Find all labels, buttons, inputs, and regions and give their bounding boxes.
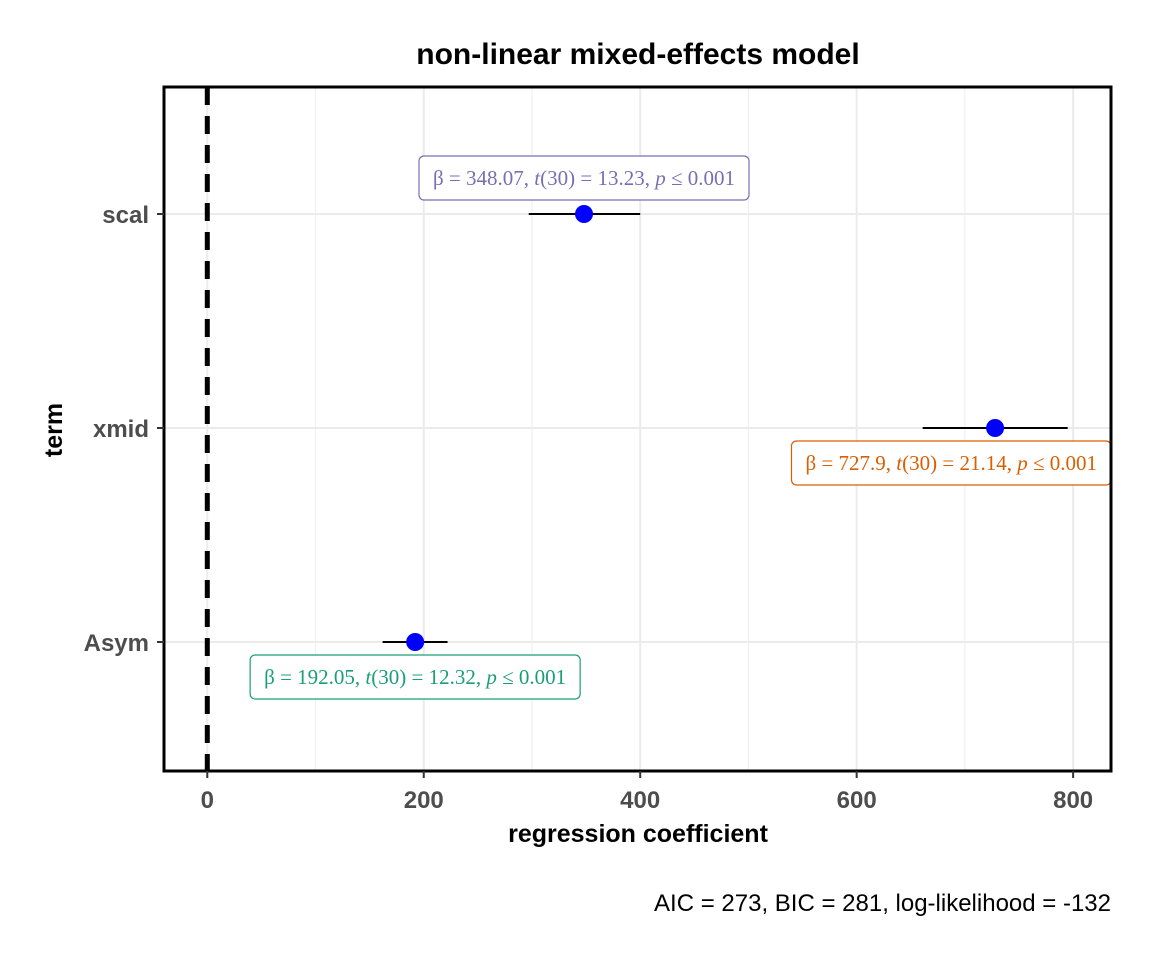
x-tick-label: 600 — [837, 787, 877, 814]
x-axis-title: regression coefficient — [508, 820, 768, 848]
y-tick-label-scal: scal — [102, 202, 149, 229]
y-tick-label-asym: Asym — [84, 630, 149, 657]
x-tick-label: 200 — [404, 787, 444, 814]
annotation-labels: β = 192.05, t(30) = 12.32, p ≤ 0.001 β = … — [249, 155, 1112, 700]
y-axis-title: term — [40, 403, 68, 457]
model-fit-caption: AIC = 273, BIC = 281, log-likelihood = -… — [654, 890, 1111, 917]
x-tick-label: 400 — [620, 787, 660, 814]
estimate-point-scal — [575, 205, 594, 223]
stat-label-text: β = 192.05, t(30) = 12.32, p ≤ 0.001 — [264, 665, 566, 689]
stat-label-text: β = 727.9, t(30) = 21.14, p ≤ 0.001 — [806, 451, 1098, 475]
stat-label-box — [249, 654, 581, 700]
data-layer — [382, 205, 1068, 651]
x-tick-label: 0 — [201, 787, 214, 814]
chart-title: non-linear mixed-effects model — [416, 38, 859, 71]
y-tick-label-xmid: xmid — [93, 416, 149, 443]
stat-label-scal: β = 348.07, t(30) = 13.23, p ≤ 0.001 — [418, 155, 750, 201]
estimate-point-asym — [406, 633, 425, 651]
estimate-point-xmid — [986, 419, 1005, 437]
x-tick-label: 800 — [1053, 787, 1093, 814]
y-axis: Asym xmid scal — [84, 202, 164, 657]
stat-label-text: β = 348.07, t(30) = 13.23, p ≤ 0.001 — [433, 166, 735, 190]
x-axis: 0 200 400 600 800 — [201, 771, 1093, 814]
stat-label-box — [418, 155, 750, 201]
stat-label-asym: β = 192.05, t(30) = 12.32, p ≤ 0.001 — [249, 654, 581, 700]
stat-label-xmid: β = 727.9, t(30) = 21.14, p ≤ 0.001 — [790, 440, 1112, 486]
